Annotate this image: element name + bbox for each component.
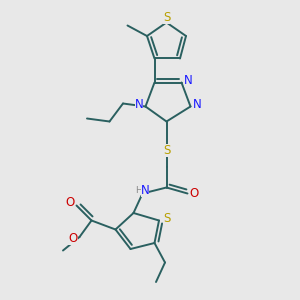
Text: O: O: [190, 187, 199, 200]
Text: H: H: [135, 186, 141, 195]
Text: S: S: [164, 143, 171, 157]
Text: S: S: [163, 212, 170, 225]
Text: N: N: [184, 74, 193, 87]
Text: N: N: [140, 184, 149, 197]
Text: N: N: [134, 98, 143, 112]
Text: O: O: [68, 232, 77, 245]
Text: S: S: [163, 11, 170, 24]
Text: O: O: [66, 196, 75, 209]
Text: N: N: [193, 98, 202, 112]
